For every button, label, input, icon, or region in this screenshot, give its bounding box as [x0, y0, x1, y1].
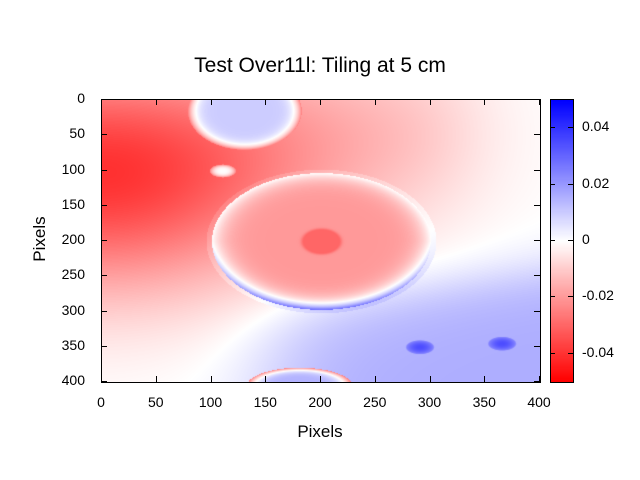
y-tick-mark: [534, 99, 540, 100]
y-tick-label: 350: [61, 336, 85, 353]
x-tick-mark: [210, 376, 212, 382]
y-tick-label: 250: [61, 266, 85, 283]
y-tick-mark: [534, 240, 540, 241]
y-tick-mark: [101, 381, 107, 382]
colorbar: [550, 99, 574, 383]
y-tick-label: 100: [61, 160, 85, 177]
chart-title: Test Over11l: Tiling at 5 cm: [194, 54, 446, 77]
colorbar-tick-label: 0.04: [582, 118, 610, 135]
x-tick-label: 400: [527, 394, 551, 410]
x-tick-mark: [320, 376, 321, 382]
x-tick-label: 100: [198, 394, 223, 410]
y-tick-mark: [534, 345, 540, 347]
x-tick-label: 50: [147, 394, 164, 410]
x-tick-label: 0: [97, 394, 105, 410]
y-tick-mark: [534, 169, 540, 171]
y-tick-label: 150: [61, 195, 85, 212]
x-tick-label: 200: [308, 394, 332, 410]
y-tick-mark: [534, 310, 540, 312]
colorbar-tick-mark: [550, 183, 555, 185]
x-tick-mark: [320, 99, 321, 105]
x-axis-label: Pixels: [297, 422, 343, 441]
x-tick-label: 300: [417, 394, 442, 410]
x-tick-mark: [484, 99, 486, 105]
colorbar-tick-label: -0.04: [582, 343, 614, 360]
y-tick-label: 0: [77, 90, 85, 106]
y-tick-mark: [101, 240, 107, 241]
y-tick-mark: [101, 169, 107, 171]
colorbar-tick-label: 0: [582, 231, 590, 247]
x-tick-mark: [101, 376, 102, 382]
x-tick-mark: [539, 376, 540, 382]
colorbar-tick-mark: [568, 183, 573, 185]
x-tick-mark: [374, 99, 376, 105]
y-tick-mark: [101, 275, 107, 277]
colorbar-gradient: [551, 100, 573, 382]
x-tick-mark: [484, 376, 486, 382]
y-tick-mark: [534, 381, 540, 382]
y-tick-mark: [534, 275, 540, 277]
y-tick-mark: [534, 134, 540, 136]
colorbar-tick-mark: [550, 240, 555, 241]
x-tick-mark: [374, 376, 376, 382]
x-tick-mark: [265, 376, 267, 382]
x-tick-label: 350: [472, 394, 496, 410]
y-tick-mark: [534, 204, 540, 206]
x-tick-mark: [155, 376, 157, 382]
y-tick-mark: [101, 99, 107, 100]
colorbar-tick-mark: [550, 352, 555, 354]
colorbar-tick-mark: [550, 127, 555, 129]
x-tick-mark: [429, 376, 431, 382]
colorbar-tick-mark: [568, 296, 573, 298]
y-tick-mark: [101, 204, 107, 206]
heatmap-image: [102, 100, 540, 382]
x-tick-label: 150: [253, 394, 277, 410]
y-tick-label: 200: [61, 231, 85, 247]
y-tick-label: 300: [61, 301, 85, 318]
y-tick-mark: [101, 134, 107, 136]
colorbar-tick-label: -0.02: [582, 287, 614, 304]
colorbar-tick-mark: [550, 296, 555, 298]
x-tick-mark: [101, 99, 102, 105]
colorbar-tick-mark: [568, 352, 573, 354]
x-tick-mark: [429, 99, 431, 105]
colorbar-tick-label: 0.02: [582, 174, 610, 191]
heatmap-plot-area: [101, 99, 541, 383]
y-tick-mark: [101, 310, 107, 312]
x-tick-label: 250: [363, 394, 387, 410]
y-tick-mark: [101, 345, 107, 347]
y-tick-label: 400: [61, 372, 85, 388]
x-tick-mark: [265, 99, 267, 105]
x-tick-mark: [539, 99, 540, 105]
y-tick-label: 50: [69, 125, 85, 142]
x-tick-mark: [155, 99, 157, 105]
x-tick-mark: [210, 99, 212, 105]
colorbar-tick-mark: [568, 240, 573, 241]
colorbar-tick-mark: [568, 127, 573, 129]
